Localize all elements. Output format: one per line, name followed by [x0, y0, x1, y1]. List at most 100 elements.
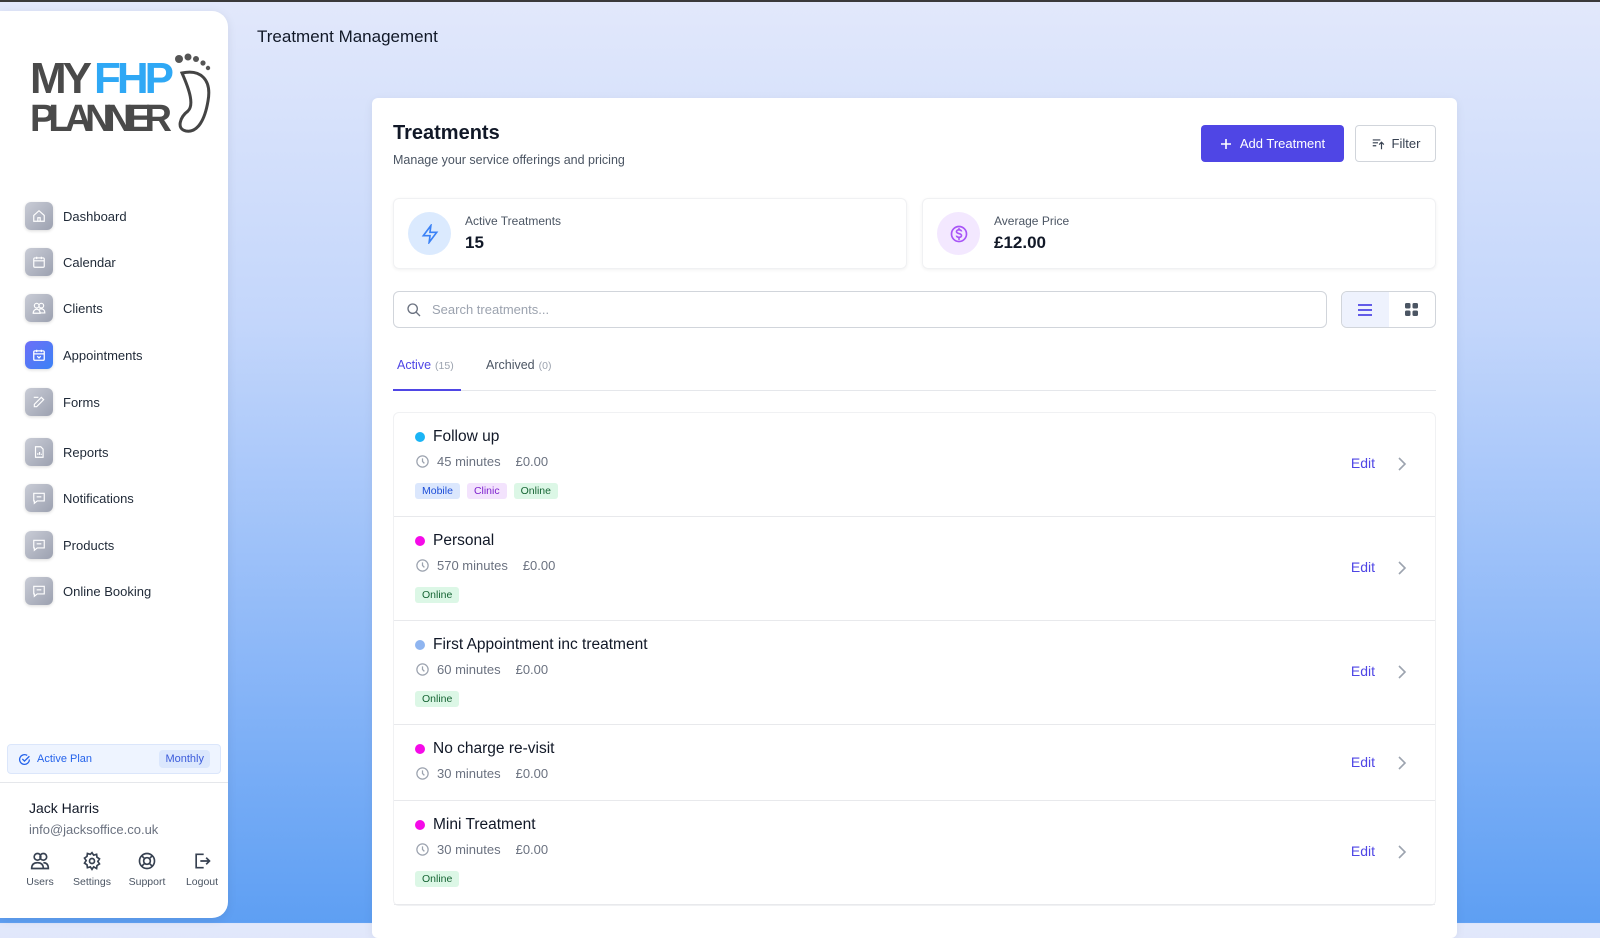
- edit-link[interactable]: Edit: [1350, 455, 1375, 471]
- settings-label: Settings: [73, 876, 111, 888]
- edit-link[interactable]: Edit: [1350, 843, 1375, 859]
- list-icon: [1358, 303, 1373, 316]
- active-plan-banner[interactable]: Active Plan Monthly: [7, 744, 221, 774]
- sidebar-item-products[interactable]: Products: [25, 531, 114, 559]
- tab-active[interactable]: Active (15): [393, 353, 461, 391]
- sidebar-item-forms[interactable]: Forms: [25, 388, 100, 416]
- sidebar-item-appointments[interactable]: Appointments: [25, 341, 143, 369]
- chevron-right-icon[interactable]: [1397, 665, 1407, 679]
- chevron-right-icon[interactable]: [1397, 457, 1407, 471]
- lifebuoy-icon: [138, 852, 156, 870]
- clock-icon: [416, 455, 429, 468]
- logout-label: Logout: [185, 876, 219, 888]
- treatment-duration: 570 minutes: [437, 558, 508, 573]
- tag-list: Online: [415, 691, 460, 707]
- edit-link[interactable]: Edit: [1350, 559, 1375, 575]
- svg-text:MY: MY: [30, 54, 92, 103]
- svg-text:PLANNER: PLANNER: [30, 98, 172, 140]
- sidebar-item-notifications[interactable]: Notifications: [25, 484, 134, 512]
- treatment-duration: 60 minutes: [437, 662, 501, 677]
- clock-icon: [416, 559, 429, 572]
- treatment-meta: 30 minutes £0.00: [415, 766, 548, 781]
- tabs: Active (15) Archived (0): [393, 353, 1436, 391]
- sidebar-item-label: Dashboard: [63, 208, 127, 224]
- treatment-row[interactable]: Mini Treatment 30 minutes £0.00 Online Edit: [394, 801, 1435, 905]
- chevron-right-icon[interactable]: [1397, 845, 1407, 859]
- tab-count: (0): [538, 360, 552, 372]
- clock-icon: [416, 767, 429, 780]
- tab-archived[interactable]: Archived (0): [483, 353, 554, 391]
- check-circle-icon: [18, 753, 31, 765]
- settings-button[interactable]: Settings: [66, 851, 118, 888]
- file-chart-icon: [25, 438, 53, 466]
- treatment-title: Personal: [415, 532, 494, 550]
- user-name: Jack Harris: [29, 800, 100, 816]
- dollar-coin-icon: [937, 212, 980, 255]
- tag-list: Online: [415, 587, 460, 603]
- logout-button[interactable]: Logout: [176, 851, 228, 888]
- list-view-button[interactable]: [1342, 292, 1389, 327]
- color-dot: [415, 820, 425, 830]
- treatment-price: £0.00: [515, 766, 549, 781]
- stat-value: 15: [465, 233, 484, 252]
- lightning-icon: [408, 212, 451, 255]
- sidebar-item-label: Calendar: [63, 254, 116, 270]
- support-label: Support: [128, 876, 166, 888]
- message-icon: [25, 484, 53, 512]
- message-icon: [25, 577, 53, 605]
- treatment-list: Follow up 45 minutes £0.00 Mobile Clinic Onl…: [393, 412, 1436, 906]
- sidebar-item-online-booking[interactable]: Online Booking: [25, 577, 151, 605]
- search-input[interactable]: [432, 302, 1326, 317]
- gear-icon: [83, 851, 101, 871]
- treatment-title: First Appointment inc treatment: [415, 636, 648, 654]
- treatments-heading: Treatments: [393, 122, 500, 144]
- sidebar-item-reports[interactable]: Reports: [25, 438, 109, 466]
- color-dot: [415, 744, 425, 754]
- plan-label: Active Plan: [37, 753, 93, 765]
- myfhp-planner-logo[interactable]: MY FHP PLANNER: [30, 51, 220, 141]
- treatment-row[interactable]: No charge re-visit 30 minutes £0.00 Edit: [394, 725, 1435, 801]
- treatments-panel: Treatments Manage your service offerings…: [372, 98, 1457, 938]
- sidebar-item-dashboard[interactable]: Dashboard: [25, 202, 127, 230]
- clock-icon: [416, 663, 429, 676]
- tag-list: Online: [415, 871, 460, 887]
- grid-view-button[interactable]: [1389, 292, 1436, 327]
- sidebar-item-label: Reports: [63, 444, 109, 460]
- tab-label: Active: [397, 358, 432, 372]
- add-treatment-button[interactable]: Add Treatment: [1201, 125, 1344, 162]
- treatment-title: Follow up: [415, 428, 499, 446]
- treatment-title: No charge re-visit: [415, 740, 554, 758]
- filter-label: Filter: [1391, 136, 1421, 151]
- treatment-name: Personal: [433, 532, 495, 549]
- tag-mobile: Mobile: [415, 483, 460, 499]
- treatment-row[interactable]: First Appointment inc treatment 60 minut…: [394, 621, 1435, 725]
- sidebar-item-clients[interactable]: Clients: [25, 294, 103, 322]
- color-dot: [415, 536, 425, 546]
- bottom-actions: Users Settings Support Logout: [14, 851, 228, 888]
- treatment-meta: 570 minutes £0.00: [415, 558, 555, 573]
- treatment-name: Follow up: [433, 428, 500, 445]
- support-button[interactable]: Support: [118, 851, 176, 888]
- treatment-price: £0.00: [522, 558, 556, 573]
- stat-label: Average Price: [994, 214, 1070, 228]
- users-icon: [30, 852, 50, 870]
- tab-label: Archived: [486, 358, 535, 372]
- sidebar-item-calendar[interactable]: Calendar: [25, 248, 116, 276]
- treatment-duration: 45 minutes: [437, 454, 501, 469]
- chevron-right-icon[interactable]: [1397, 756, 1407, 770]
- sidebar-item-label: Appointments: [63, 347, 143, 363]
- users-button[interactable]: Users: [14, 851, 66, 888]
- treatment-row[interactable]: Personal 570 minutes £0.00 Online Edit: [394, 517, 1435, 621]
- edit-link[interactable]: Edit: [1350, 754, 1375, 770]
- edit-link[interactable]: Edit: [1350, 663, 1375, 679]
- edit-icon: [25, 388, 53, 416]
- chevron-right-icon[interactable]: [1397, 561, 1407, 575]
- add-treatment-label: Add Treatment: [1239, 136, 1326, 151]
- tab-count: (15): [435, 360, 454, 372]
- user-email: info@jacksoffice.co.uk: [29, 822, 159, 837]
- treatments-subtitle: Manage your service offerings and pricin…: [393, 153, 625, 167]
- filter-button[interactable]: Filter: [1355, 125, 1436, 162]
- treatment-row[interactable]: Follow up 45 minutes £0.00 Mobile Clinic Onl…: [394, 413, 1435, 517]
- stat-label: Active Treatments: [465, 214, 562, 228]
- logout-icon: [195, 853, 211, 869]
